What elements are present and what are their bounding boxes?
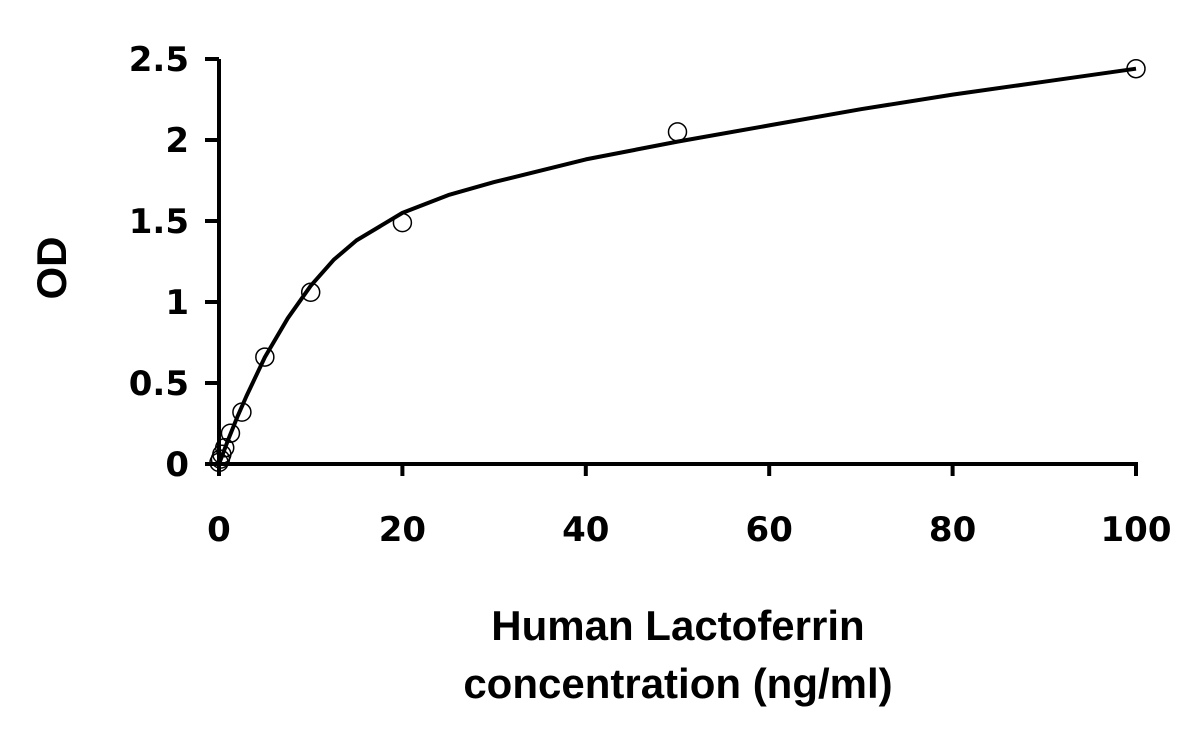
- x-tick-label: 20: [379, 510, 426, 550]
- data-point-marker: [667, 122, 688, 142]
- x-tick-label: 80: [929, 510, 976, 550]
- curve-path: [217, 66, 1137, 465]
- data-point-marker: [220, 423, 241, 443]
- y-tick-label: 0: [165, 445, 189, 485]
- y-tick-label: 1.5: [129, 202, 189, 242]
- data-point-marker: [209, 452, 229, 473]
- x-tick-label: 0: [207, 510, 231, 550]
- data-points: [209, 58, 1146, 473]
- data-point-marker: [392, 212, 413, 233]
- x-tick-label: 60: [746, 510, 793, 550]
- data-point-marker: [232, 402, 252, 422]
- x-axis-title-line1: Human Lactoferrin: [491, 602, 864, 649]
- data-point-marker: [1126, 58, 1146, 79]
- x-tick-label: 40: [562, 510, 609, 550]
- axes: [205, 57, 1138, 476]
- data-point-marker: [255, 347, 275, 367]
- y-tick-label: 2.5: [129, 40, 189, 80]
- y-tick-label: 2: [165, 121, 189, 161]
- y-tick-label: 0.5: [129, 364, 189, 404]
- fitted-curve: [217, 66, 1137, 465]
- x-axis-title-line2: concentration (ng/ml): [463, 660, 892, 707]
- axis-labels: 0 0.5 1 1.5 2 2.5 0 20 40 60 80 100 Human Lactoferri…: [28, 40, 1171, 707]
- x-tick-label: 100: [1101, 510, 1172, 550]
- y-tick-label: 1: [165, 283, 189, 323]
- data-point-marker: [300, 282, 321, 303]
- y-axis-title: OD: [28, 237, 75, 300]
- data-point-marker: [214, 438, 235, 458]
